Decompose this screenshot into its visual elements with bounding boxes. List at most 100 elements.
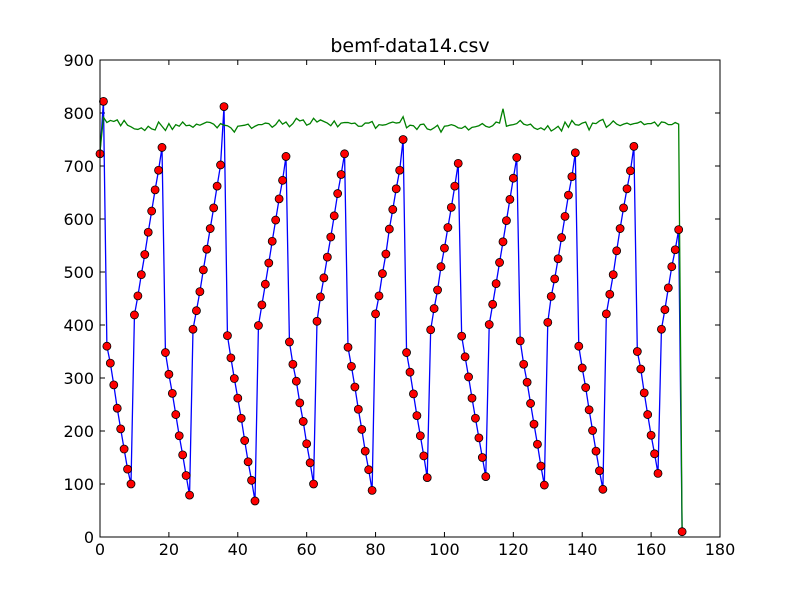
series-0-point xyxy=(336,170,346,179)
series-0-point xyxy=(305,458,315,468)
series-0-point xyxy=(216,160,225,170)
series-0-point xyxy=(226,353,236,363)
series-0-point xyxy=(626,166,635,176)
series-0-point xyxy=(409,389,418,399)
series-0-point xyxy=(360,446,370,456)
series-0-point xyxy=(212,181,222,191)
series-0-point xyxy=(471,413,480,423)
series-0-point xyxy=(646,430,656,440)
series-0-point xyxy=(636,364,646,374)
series-0-point xyxy=(588,426,597,435)
series-0-point xyxy=(608,270,618,280)
series-0-point xyxy=(446,202,456,212)
series-0-point xyxy=(619,203,628,213)
series-0-point xyxy=(653,468,663,478)
series-0-point xyxy=(639,388,649,398)
series-0-point xyxy=(663,283,673,293)
series-0-point xyxy=(319,273,329,283)
series-0-point xyxy=(577,363,587,373)
series-0-point xyxy=(367,485,377,495)
series-0-point xyxy=(374,291,384,301)
series-0-point xyxy=(543,317,553,327)
series-0-point xyxy=(436,262,446,272)
series-0-point xyxy=(398,135,408,144)
series-0-point xyxy=(181,471,191,480)
series-0-point xyxy=(243,457,253,467)
series-0-point xyxy=(670,245,680,255)
series-0-point xyxy=(505,194,515,204)
series-0-point xyxy=(384,224,394,234)
series-0-point xyxy=(467,393,477,403)
series-0-point xyxy=(322,252,332,262)
series-0-point xyxy=(601,309,611,319)
series-0-point xyxy=(567,172,577,182)
series-0-point xyxy=(154,165,163,175)
series-0-point xyxy=(508,173,518,183)
series-0-point xyxy=(488,299,498,309)
series-0-point xyxy=(171,410,181,419)
series-0-point xyxy=(460,352,470,362)
series-0-point xyxy=(326,232,336,242)
series-0-point xyxy=(298,417,308,426)
y-tick-label: 400 xyxy=(63,316,94,335)
y-tick-label: 700 xyxy=(63,157,94,176)
series-0-point xyxy=(612,246,622,256)
series-0-point xyxy=(285,337,294,347)
series-0-point xyxy=(560,211,570,221)
series-0-point xyxy=(343,342,353,352)
series-0-point xyxy=(667,262,677,272)
series-0-point xyxy=(522,377,532,387)
series-0-point xyxy=(143,227,153,237)
series-0-point xyxy=(422,473,432,483)
series-0-point xyxy=(250,496,260,506)
series-0-point xyxy=(371,309,380,319)
y-tick-label: 0 xyxy=(84,528,94,547)
series-0-point xyxy=(223,331,232,341)
series-0-point xyxy=(229,374,239,383)
series-0-point xyxy=(650,449,659,459)
series-0-point xyxy=(529,419,539,429)
series-0-point xyxy=(657,324,666,334)
series-0-point xyxy=(147,206,157,216)
series-0-point xyxy=(481,472,491,481)
series-0-point xyxy=(353,404,363,414)
series-0-point xyxy=(133,291,143,301)
series-0-point xyxy=(550,274,560,284)
series-0-point xyxy=(622,184,632,194)
series-0-point xyxy=(557,233,566,242)
x-tick-label: 160 xyxy=(636,540,667,559)
series-0-point xyxy=(391,184,401,194)
x-tick-label: 100 xyxy=(429,540,460,559)
chart-title: bemf-data14.csv xyxy=(330,35,489,57)
series-0-point xyxy=(130,310,139,320)
series-0-point xyxy=(491,279,501,289)
series-0-point xyxy=(546,291,556,301)
series-0-point xyxy=(433,285,442,295)
series-0-point xyxy=(632,347,642,356)
series-0-point xyxy=(570,148,580,158)
series-0-point xyxy=(202,244,212,254)
series-0-point xyxy=(643,410,653,419)
series-0-point xyxy=(254,321,263,330)
series-0-point xyxy=(515,336,525,346)
series-0-point xyxy=(329,211,339,221)
series-0-point xyxy=(288,359,298,369)
series-0-point xyxy=(316,292,325,302)
series-0-point xyxy=(440,243,449,253)
series-0-point xyxy=(136,270,146,280)
series-0-point xyxy=(629,141,639,151)
series-0-point xyxy=(150,185,160,195)
series-0-point xyxy=(195,287,205,297)
x-tick-label: 180 xyxy=(705,540,736,559)
y-tick-label: 800 xyxy=(63,104,94,123)
series-0-point xyxy=(533,439,542,449)
x-tick-label: 40 xyxy=(228,540,248,559)
series-0-point xyxy=(233,393,243,403)
series-0-point xyxy=(381,249,391,259)
series-0-point xyxy=(539,480,549,490)
series-0-point xyxy=(126,479,136,489)
series-0-point xyxy=(112,403,122,413)
series-0-point xyxy=(123,464,132,474)
series-0-point xyxy=(553,254,563,264)
